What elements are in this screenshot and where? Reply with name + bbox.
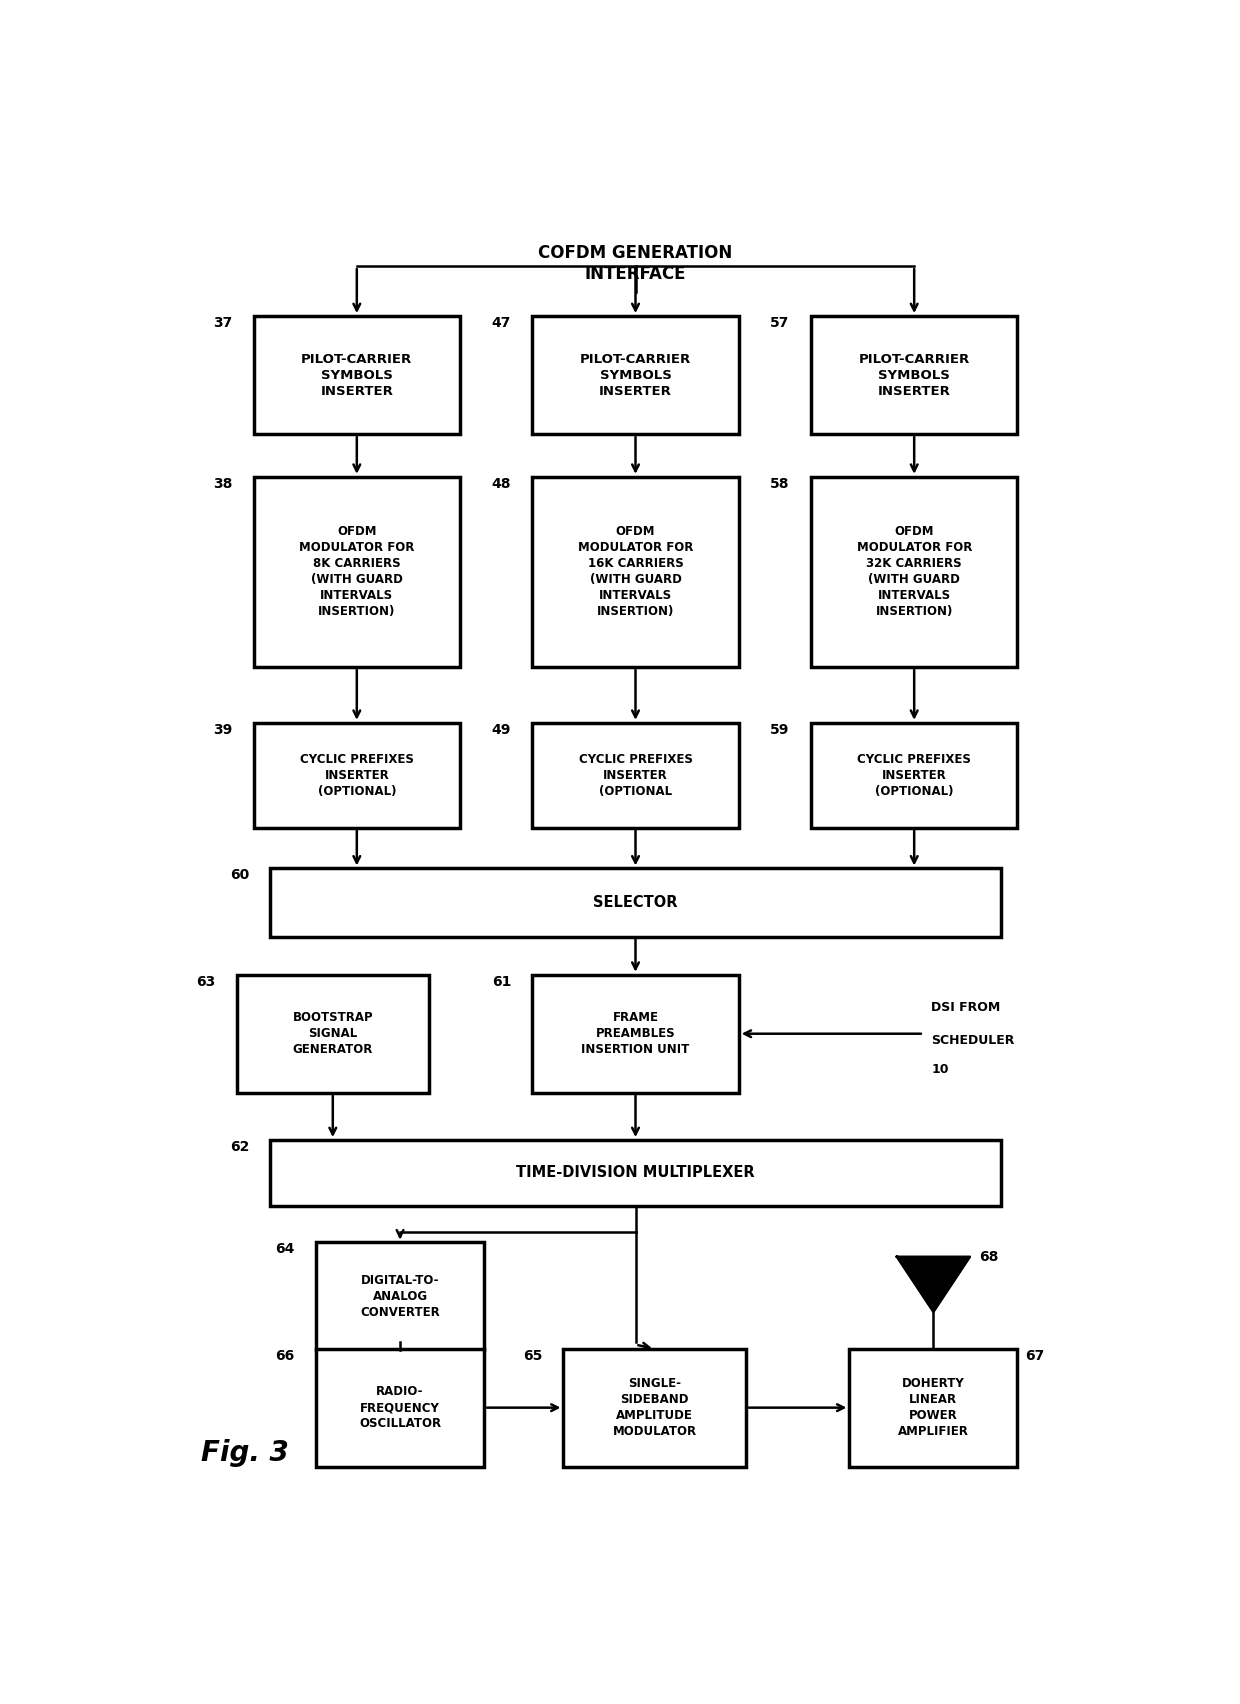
Text: 62: 62 [229,1140,249,1154]
Text: PILOT-CARRIER
SYMBOLS
INSERTER: PILOT-CARRIER SYMBOLS INSERTER [858,353,970,397]
Text: 49: 49 [492,722,511,736]
Polygon shape [897,1258,970,1312]
Text: 10: 10 [931,1063,949,1075]
Text: COFDM GENERATION
INTERFACE: COFDM GENERATION INTERFACE [538,244,733,283]
FancyBboxPatch shape [811,477,1018,666]
Text: SCHEDULER: SCHEDULER [931,1034,1014,1046]
Text: 66: 66 [275,1348,295,1363]
FancyBboxPatch shape [270,1140,1001,1206]
Text: SINGLE-
SIDEBAND
AMPLITUDE
MODULATOR: SINGLE- SIDEBAND AMPLITUDE MODULATOR [613,1377,697,1438]
FancyBboxPatch shape [253,477,460,666]
Text: DIGITAL-TO-
ANALOG
CONVERTER: DIGITAL-TO- ANALOG CONVERTER [360,1273,440,1319]
Text: 37: 37 [213,315,232,331]
Text: 59: 59 [770,722,790,736]
Text: BOOTSTRAP
SIGNAL
GENERATOR: BOOTSTRAP SIGNAL GENERATOR [293,1010,373,1056]
Text: 38: 38 [213,477,232,491]
FancyBboxPatch shape [253,722,460,828]
Text: RADIO-
FREQUENCY
OSCILLATOR: RADIO- FREQUENCY OSCILLATOR [360,1385,441,1430]
FancyBboxPatch shape [532,975,739,1092]
FancyBboxPatch shape [532,477,739,666]
Text: Fig. 3: Fig. 3 [201,1438,289,1467]
Text: PILOT-CARRIER
SYMBOLS
INSERTER: PILOT-CARRIER SYMBOLS INSERTER [580,353,691,397]
Text: 39: 39 [213,722,232,736]
Text: 68: 68 [980,1251,999,1264]
FancyBboxPatch shape [563,1348,746,1467]
Text: CYCLIC PREFIXES
INSERTER
(OPTIONAL): CYCLIC PREFIXES INSERTER (OPTIONAL) [300,753,414,797]
Text: CYCLIC PREFIXES
INSERTER
(OPTIONAL): CYCLIC PREFIXES INSERTER (OPTIONAL) [857,753,971,797]
FancyBboxPatch shape [237,975,429,1092]
Text: TIME-DIVISION MULTIPLEXER: TIME-DIVISION MULTIPLEXER [516,1166,755,1181]
FancyBboxPatch shape [316,1348,484,1467]
FancyBboxPatch shape [811,722,1018,828]
Text: OFDM
MODULATOR FOR
16K CARRIERS
(WITH GUARD
INTERVALS
INSERTION): OFDM MODULATOR FOR 16K CARRIERS (WITH GU… [578,525,693,619]
Text: 61: 61 [492,975,511,988]
Text: OFDM
MODULATOR FOR
32K CARRIERS
(WITH GUARD
INTERVALS
INSERTION): OFDM MODULATOR FOR 32K CARRIERS (WITH GU… [857,525,972,619]
Text: 67: 67 [1025,1348,1044,1363]
Text: SELECTOR: SELECTOR [593,895,678,910]
FancyBboxPatch shape [253,315,460,435]
Text: 48: 48 [491,477,511,491]
Text: DOHERTY
LINEAR
POWER
AMPLIFIER: DOHERTY LINEAR POWER AMPLIFIER [898,1377,968,1438]
Text: 58: 58 [770,477,790,491]
Text: FRAME
PREAMBLES
INSERTION UNIT: FRAME PREAMBLES INSERTION UNIT [582,1010,689,1056]
Text: 57: 57 [770,315,790,331]
FancyBboxPatch shape [811,315,1018,435]
FancyBboxPatch shape [849,1348,1018,1467]
FancyBboxPatch shape [270,869,1001,937]
Text: 65: 65 [523,1348,542,1363]
Text: CYCLIC PREFIXES
INSERTER
(OPTIONAL: CYCLIC PREFIXES INSERTER (OPTIONAL [579,753,692,797]
FancyBboxPatch shape [316,1242,484,1350]
Text: 63: 63 [196,975,216,988]
Text: PILOT-CARRIER
SYMBOLS
INSERTER: PILOT-CARRIER SYMBOLS INSERTER [301,353,413,397]
Text: 60: 60 [229,869,249,883]
FancyBboxPatch shape [532,722,739,828]
Text: OFDM
MODULATOR FOR
8K CARRIERS
(WITH GUARD
INTERVALS
INSERTION): OFDM MODULATOR FOR 8K CARRIERS (WITH GUA… [299,525,414,619]
Text: 64: 64 [275,1242,295,1256]
FancyBboxPatch shape [532,315,739,435]
Text: DSI FROM: DSI FROM [931,1000,1001,1014]
Text: 47: 47 [492,315,511,331]
